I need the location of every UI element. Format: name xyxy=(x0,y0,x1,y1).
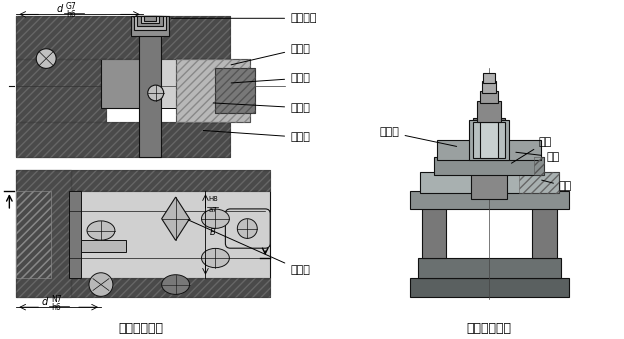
Ellipse shape xyxy=(89,273,113,296)
Bar xyxy=(16,191,270,278)
Text: a7: a7 xyxy=(208,207,217,213)
Ellipse shape xyxy=(202,248,230,268)
Bar xyxy=(16,170,270,191)
Bar xyxy=(16,16,230,59)
Bar xyxy=(139,16,160,157)
Bar xyxy=(16,191,51,278)
Bar xyxy=(16,16,106,157)
FancyBboxPatch shape xyxy=(225,209,270,248)
Ellipse shape xyxy=(87,221,115,240)
Ellipse shape xyxy=(202,209,230,228)
Text: 铰链座: 铰链座 xyxy=(213,103,310,113)
Bar xyxy=(480,91,498,103)
Polygon shape xyxy=(162,197,190,240)
Bar xyxy=(134,16,165,30)
Bar xyxy=(144,16,156,21)
Text: H8: H8 xyxy=(208,196,218,202)
Bar xyxy=(16,16,106,157)
Bar xyxy=(131,16,168,36)
Bar xyxy=(473,118,505,132)
Bar xyxy=(477,101,501,122)
Text: 钻套: 钻套 xyxy=(516,152,560,162)
Bar xyxy=(175,59,250,122)
Bar xyxy=(473,122,505,158)
Text: N7: N7 xyxy=(51,295,62,304)
Bar xyxy=(16,122,230,157)
Text: 可卸式钻模板: 可卸式钻模板 xyxy=(467,322,512,335)
Bar xyxy=(16,170,270,191)
Bar xyxy=(137,16,163,26)
Bar xyxy=(419,172,559,193)
Bar xyxy=(534,157,544,175)
Bar xyxy=(106,59,215,108)
Bar xyxy=(421,199,446,258)
Text: 钻模板: 钻模板 xyxy=(231,44,310,65)
Text: h6: h6 xyxy=(51,303,61,312)
Bar xyxy=(175,59,250,122)
Bar xyxy=(69,191,81,278)
Bar xyxy=(101,59,141,108)
Bar xyxy=(480,122,498,158)
Text: 工件: 工件 xyxy=(542,180,572,191)
Text: 铰链销: 铰链销 xyxy=(188,220,310,275)
Bar xyxy=(409,278,569,297)
Bar xyxy=(417,258,561,278)
Ellipse shape xyxy=(237,219,257,238)
Ellipse shape xyxy=(36,49,56,68)
Text: d: d xyxy=(41,297,47,307)
Text: 支承钉: 支承钉 xyxy=(231,73,310,83)
Text: G7: G7 xyxy=(66,2,77,12)
Bar xyxy=(532,199,557,258)
Bar xyxy=(482,81,496,93)
Bar xyxy=(437,140,541,160)
Polygon shape xyxy=(106,59,215,108)
Bar xyxy=(16,170,71,297)
Bar xyxy=(16,278,270,297)
Text: 菱形螺母: 菱形螺母 xyxy=(172,13,316,23)
Bar xyxy=(471,142,507,199)
Bar xyxy=(475,127,503,147)
Bar xyxy=(16,16,230,59)
Text: 钻模板: 钻模板 xyxy=(380,127,457,146)
Ellipse shape xyxy=(148,85,163,101)
Ellipse shape xyxy=(162,275,190,294)
Text: h6: h6 xyxy=(66,10,76,19)
Bar xyxy=(215,68,255,113)
Bar xyxy=(483,73,495,83)
Text: 铰链式钻模板: 铰链式钻模板 xyxy=(119,322,163,335)
Bar xyxy=(519,172,559,193)
Bar xyxy=(141,16,158,23)
Text: B: B xyxy=(210,228,215,237)
Bar xyxy=(434,157,544,175)
Text: 压板: 压板 xyxy=(512,137,552,163)
Bar xyxy=(409,191,569,209)
Text: 夹具体: 夹具体 xyxy=(203,131,310,142)
Bar xyxy=(81,240,126,252)
Bar xyxy=(16,122,230,157)
Bar xyxy=(16,170,71,297)
Bar xyxy=(16,278,270,297)
Bar xyxy=(215,68,255,113)
Bar xyxy=(469,120,509,160)
Text: d: d xyxy=(56,4,62,14)
